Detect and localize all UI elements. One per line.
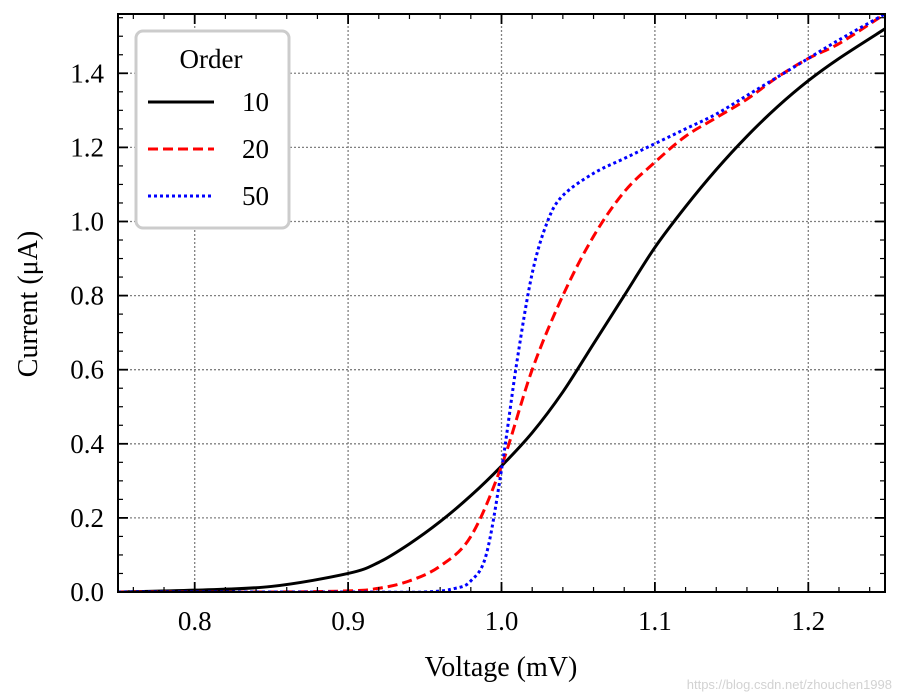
series-line-20 xyxy=(118,14,885,592)
y-axis-label: Current (μA) xyxy=(13,231,44,377)
legend-title: Order xyxy=(180,44,243,74)
x-tick-label: 1.1 xyxy=(638,606,672,636)
legend: Order 10 20 50 xyxy=(134,29,291,230)
x-tick-label: 0.8 xyxy=(178,606,212,636)
y-tick-label: 0.2 xyxy=(70,503,104,533)
series-line-50 xyxy=(118,14,885,592)
y-tick-label: 0.4 xyxy=(70,429,104,459)
tick-labels: 0.8 0.9 1.0 1.1 1.2 0.0 0.2 0.4 0.6 0.8 1.0 1.2 1.4 xyxy=(70,58,825,636)
legend-label-50: 50 xyxy=(242,181,269,211)
watermark: https://blog.csdn.net/zhouchen1998 xyxy=(686,677,892,692)
series-layer xyxy=(118,14,885,592)
plot-frame xyxy=(117,13,886,593)
series-line-10 xyxy=(118,27,885,592)
legend-box xyxy=(134,29,291,230)
y-tick-label: 0.0 xyxy=(70,577,104,607)
y-tick-label: 0.8 xyxy=(70,281,104,311)
legend-items: 10 20 50 xyxy=(148,87,269,211)
x-tick-label: 0.9 xyxy=(331,606,365,636)
x-tick-label: 1.2 xyxy=(791,606,825,636)
x-tick-label: 1.0 xyxy=(485,606,519,636)
x-axis-label: Voltage (mV) xyxy=(425,652,578,683)
y-tick-label: 1.2 xyxy=(70,132,104,162)
legend-label-10: 10 xyxy=(242,87,269,117)
y-tick-label: 1.0 xyxy=(70,206,104,236)
y-tick-label: 0.6 xyxy=(70,355,104,385)
y-tick-label: 1.4 xyxy=(70,58,104,88)
legend-label-20: 20 xyxy=(242,134,269,164)
